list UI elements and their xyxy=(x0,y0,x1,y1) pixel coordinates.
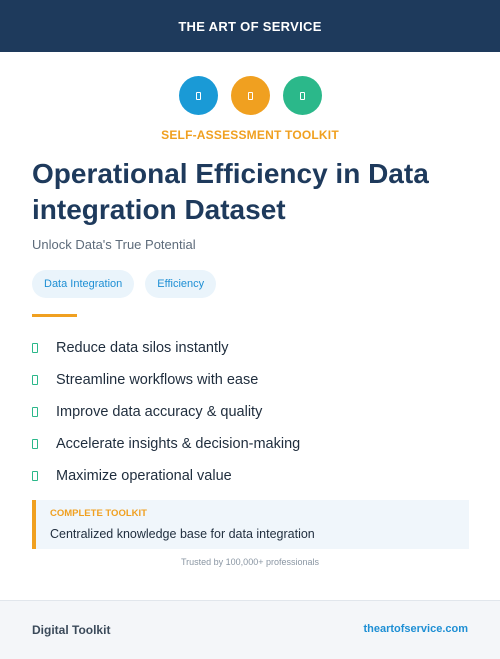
green-circle-icon xyxy=(282,76,322,115)
eyebrow-label: SELF-ASSESSMENT TOOLKIT xyxy=(161,128,339,142)
orange-circle-icon xyxy=(230,76,270,115)
subtitle: Unlock Data's True Potential xyxy=(32,237,196,252)
feature-list: Reduce data silos instantly Streamline w… xyxy=(32,332,300,492)
list-item: Reduce data silos instantly xyxy=(32,332,300,364)
list-item: Accelerate insights & decision-making xyxy=(32,428,300,460)
toolkit-callout: COMPLETE TOOLKIT Centralized knowledge b… xyxy=(32,500,469,549)
check-icon xyxy=(32,439,38,449)
check-icon xyxy=(32,407,38,417)
callout-label: COMPLETE TOOLKIT xyxy=(50,508,147,519)
feature-text: Maximize operational value xyxy=(56,468,232,484)
brand-name: THE ART OF SERVICE xyxy=(178,18,322,34)
feature-text: Accelerate insights & decision-making xyxy=(56,436,301,452)
check-icon xyxy=(32,343,38,353)
check-icon xyxy=(32,375,38,385)
callout-text: Centralized knowledge base for data inte… xyxy=(50,527,315,541)
accent-divider xyxy=(32,314,77,317)
document-icon xyxy=(247,91,253,100)
icon-row xyxy=(0,76,500,115)
list-item: Streamline workflows with ease xyxy=(32,364,300,396)
feature-text: Streamline workflows with ease xyxy=(56,372,259,388)
footer: Digital Toolkit theartofservice.com xyxy=(0,600,500,659)
blue-circle-icon xyxy=(178,76,218,115)
header-bar: THE ART OF SERVICE xyxy=(0,0,500,52)
feature-text: Reduce data silos instantly xyxy=(56,340,229,356)
list-item: Maximize operational value xyxy=(32,460,300,492)
trust-line: Trusted by 100,000+ professionals xyxy=(180,557,319,567)
check-icon xyxy=(32,471,38,481)
list-item: Improve data accuracy & quality xyxy=(32,396,300,428)
document-icon xyxy=(299,91,305,100)
footer-link[interactable]: theartofservice.com xyxy=(363,623,468,635)
document-icon xyxy=(195,91,201,100)
tag-efficiency[interactable]: Efficiency xyxy=(145,270,217,298)
feature-text: Improve data accuracy & quality xyxy=(56,404,263,420)
footer-label: Digital Toolkit xyxy=(32,623,111,637)
tag-data-integration[interactable]: Data Integration xyxy=(32,270,135,298)
page-title: Operational Efficiency in Data integrati… xyxy=(32,158,429,225)
tag-list: Data Integration Efficiency xyxy=(32,270,217,298)
